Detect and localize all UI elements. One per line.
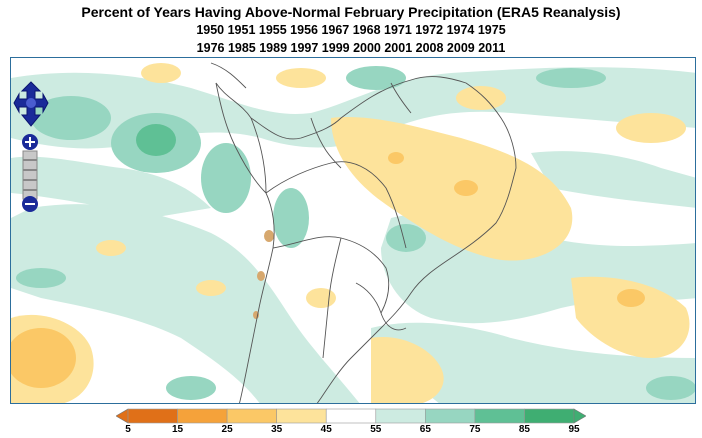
color-legend	[116, 408, 586, 424]
precipitation-fields	[11, 62, 695, 403]
precipitation-map[interactable]	[10, 57, 696, 404]
zoom-control[interactable]	[20, 133, 40, 213]
legend-bin	[177, 408, 228, 424]
zoom-in-button	[22, 134, 38, 150]
legend-label: 45	[320, 424, 332, 435]
minus-icon	[25, 203, 35, 205]
legend-label: 85	[518, 424, 530, 435]
legend-bin	[226, 408, 277, 424]
four-way-arrow-icon	[13, 81, 49, 127]
legend-bin	[276, 408, 327, 424]
zoom-slider	[22, 150, 38, 200]
legend-arrow-right	[573, 408, 586, 424]
plus-icon	[25, 137, 35, 147]
legend-bin	[425, 408, 476, 424]
legend-label: 5	[125, 424, 131, 435]
legend-label: 25	[221, 424, 233, 435]
map-title: Percent of Years Having Above-Normal Feb…	[81, 4, 621, 20]
legend-label: 95	[568, 424, 580, 435]
legend-bin	[474, 408, 525, 424]
years-line-2: 1976 1985 1989 1997 1999 2000 2001 2008 …	[196, 41, 506, 55]
pan-control[interactable]	[13, 81, 49, 127]
legend-bin	[325, 408, 377, 424]
legend-arrow-left	[116, 408, 129, 424]
legend-label: 15	[171, 424, 184, 435]
legend-label: 75	[469, 424, 481, 435]
legend-label: 35	[271, 424, 283, 435]
legend-bin	[127, 408, 178, 424]
legend-label: 55	[370, 424, 382, 435]
legend-labels: 5 15 25 35 45 55 65 75 85 95	[0, 424, 702, 438]
title-block: Percent of Years Having Above-Normal Feb…	[0, 4, 702, 57]
years-line-1: 1950 1951 1955 1956 1967 1968 1971 1972 …	[196, 23, 506, 37]
legend-bin	[375, 408, 426, 424]
zoom-out-button	[22, 196, 38, 212]
legend-bin	[524, 408, 575, 424]
legend-label: 65	[419, 424, 431, 435]
